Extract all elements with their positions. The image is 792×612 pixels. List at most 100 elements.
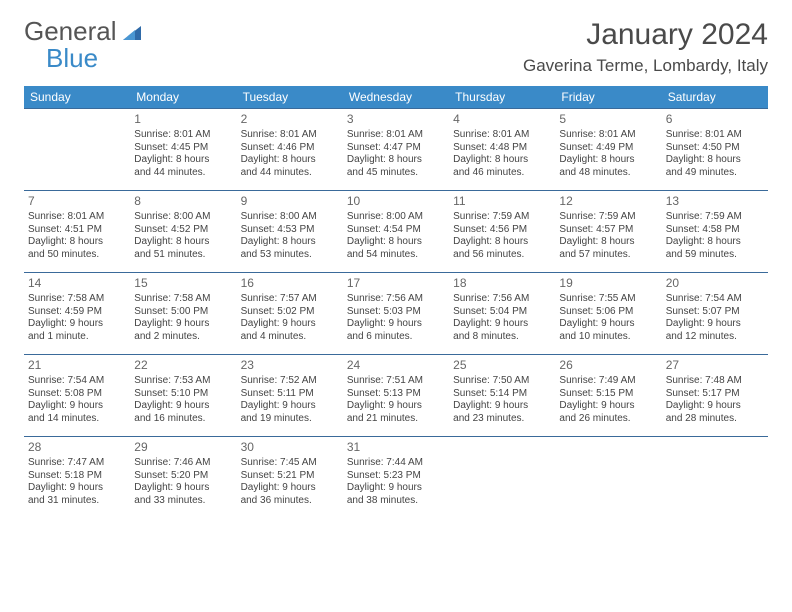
day-number: 17: [347, 276, 445, 291]
location: Gaverina Terme, Lombardy, Italy: [523, 56, 768, 76]
daylight-line2: and 44 minutes.: [134, 167, 232, 180]
sunset-text: Sunset: 4:50 PM: [666, 142, 764, 155]
header: General Blue January 2024 Gaverina Terme…: [24, 18, 768, 76]
sunset-text: Sunset: 5:18 PM: [28, 470, 126, 483]
daylight-line1: Daylight: 8 hours: [134, 236, 232, 249]
day-number: 10: [347, 194, 445, 209]
calendar-cell: 8Sunrise: 8:00 AMSunset: 4:52 PMDaylight…: [130, 190, 236, 272]
daylight-line2: and 19 minutes.: [241, 413, 339, 426]
sunrise-text: Sunrise: 7:53 AM: [134, 375, 232, 388]
daylight-line1: Daylight: 9 hours: [28, 400, 126, 413]
daylight-line1: Daylight: 9 hours: [666, 400, 764, 413]
daylight-line2: and 21 minutes.: [347, 413, 445, 426]
calendar-cell: 3Sunrise: 8:01 AMSunset: 4:47 PMDaylight…: [343, 108, 449, 190]
sunset-text: Sunset: 4:53 PM: [241, 224, 339, 237]
sunrise-text: Sunrise: 8:01 AM: [28, 211, 126, 224]
sunrise-text: Sunrise: 8:00 AM: [241, 211, 339, 224]
daylight-line2: and 44 minutes.: [241, 167, 339, 180]
daylight-line2: and 1 minute.: [28, 331, 126, 344]
day-number: 22: [134, 358, 232, 373]
sunrise-text: Sunrise: 7:52 AM: [241, 375, 339, 388]
calendar-cell: 13Sunrise: 7:59 AMSunset: 4:58 PMDayligh…: [662, 190, 768, 272]
daylight-line1: Daylight: 9 hours: [134, 318, 232, 331]
day-number: 27: [666, 358, 764, 373]
calendar-cell: 27Sunrise: 7:48 AMSunset: 5:17 PMDayligh…: [662, 354, 768, 436]
sunrise-text: Sunrise: 8:00 AM: [347, 211, 445, 224]
sunrise-text: Sunrise: 7:44 AM: [347, 457, 445, 470]
daylight-line1: Daylight: 8 hours: [241, 236, 339, 249]
calendar-cell: 23Sunrise: 7:52 AMSunset: 5:11 PMDayligh…: [237, 354, 343, 436]
calendar-cell-empty: [555, 436, 661, 518]
day-number: 11: [453, 194, 551, 209]
sunrise-text: Sunrise: 7:57 AM: [241, 293, 339, 306]
title-block: January 2024 Gaverina Terme, Lombardy, I…: [523, 18, 768, 76]
daylight-line1: Daylight: 9 hours: [134, 482, 232, 495]
daylight-line2: and 57 minutes.: [559, 249, 657, 262]
sunrise-text: Sunrise: 7:50 AM: [453, 375, 551, 388]
sunset-text: Sunset: 5:02 PM: [241, 306, 339, 319]
calendar-cell: 5Sunrise: 8:01 AMSunset: 4:49 PMDaylight…: [555, 108, 661, 190]
day-number: 21: [28, 358, 126, 373]
daylight-line1: Daylight: 8 hours: [453, 154, 551, 167]
day-header: Monday: [130, 86, 236, 108]
daylight-line1: Daylight: 9 hours: [559, 318, 657, 331]
day-number: 31: [347, 440, 445, 455]
day-header: Wednesday: [343, 86, 449, 108]
sunrise-text: Sunrise: 8:01 AM: [559, 129, 657, 142]
daylight-line1: Daylight: 9 hours: [241, 318, 339, 331]
daylight-line2: and 56 minutes.: [453, 249, 551, 262]
calendar-cell: 4Sunrise: 8:01 AMSunset: 4:48 PMDaylight…: [449, 108, 555, 190]
sunset-text: Sunset: 4:46 PM: [241, 142, 339, 155]
daylight-line1: Daylight: 8 hours: [28, 236, 126, 249]
sunrise-text: Sunrise: 8:01 AM: [134, 129, 232, 142]
day-header: Saturday: [662, 86, 768, 108]
daylight-line2: and 10 minutes.: [559, 331, 657, 344]
sunset-text: Sunset: 5:15 PM: [559, 388, 657, 401]
calendar-cell: 2Sunrise: 8:01 AMSunset: 4:46 PMDaylight…: [237, 108, 343, 190]
sunrise-text: Sunrise: 7:59 AM: [559, 211, 657, 224]
calendar-cell: 28Sunrise: 7:47 AMSunset: 5:18 PMDayligh…: [24, 436, 130, 518]
calendar-cell: 31Sunrise: 7:44 AMSunset: 5:23 PMDayligh…: [343, 436, 449, 518]
logo: General Blue: [24, 18, 141, 72]
day-number: 8: [134, 194, 232, 209]
daylight-line2: and 8 minutes.: [453, 331, 551, 344]
daylight-line2: and 49 minutes.: [666, 167, 764, 180]
daylight-line2: and 4 minutes.: [241, 331, 339, 344]
calendar-cell: 25Sunrise: 7:50 AMSunset: 5:14 PMDayligh…: [449, 354, 555, 436]
calendar-cell-empty: [24, 108, 130, 190]
day-number: 28: [28, 440, 126, 455]
daylight-line1: Daylight: 9 hours: [134, 400, 232, 413]
daylight-line2: and 50 minutes.: [28, 249, 126, 262]
month-title: January 2024: [523, 18, 768, 52]
daylight-line1: Daylight: 8 hours: [559, 154, 657, 167]
sunset-text: Sunset: 4:56 PM: [453, 224, 551, 237]
daylight-line2: and 6 minutes.: [347, 331, 445, 344]
sunset-text: Sunset: 5:20 PM: [134, 470, 232, 483]
sunrise-text: Sunrise: 7:55 AM: [559, 293, 657, 306]
calendar-cell: 18Sunrise: 7:56 AMSunset: 5:04 PMDayligh…: [449, 272, 555, 354]
daylight-line1: Daylight: 9 hours: [241, 482, 339, 495]
calendar-cell: 22Sunrise: 7:53 AMSunset: 5:10 PMDayligh…: [130, 354, 236, 436]
sunrise-text: Sunrise: 7:46 AM: [134, 457, 232, 470]
sunset-text: Sunset: 5:11 PM: [241, 388, 339, 401]
day-number: 13: [666, 194, 764, 209]
daylight-line1: Daylight: 8 hours: [559, 236, 657, 249]
daylight-line1: Daylight: 8 hours: [666, 236, 764, 249]
daylight-line1: Daylight: 8 hours: [241, 154, 339, 167]
day-header: Tuesday: [237, 86, 343, 108]
sunrise-text: Sunrise: 7:56 AM: [453, 293, 551, 306]
day-number: 19: [559, 276, 657, 291]
day-number: 1: [134, 112, 232, 127]
day-number: 5: [559, 112, 657, 127]
sunset-text: Sunset: 4:45 PM: [134, 142, 232, 155]
daylight-line2: and 2 minutes.: [134, 331, 232, 344]
sunrise-text: Sunrise: 7:51 AM: [347, 375, 445, 388]
day-number: 6: [666, 112, 764, 127]
sunset-text: Sunset: 4:48 PM: [453, 142, 551, 155]
daylight-line1: Daylight: 8 hours: [134, 154, 232, 167]
sunset-text: Sunset: 5:06 PM: [559, 306, 657, 319]
daylight-line2: and 26 minutes.: [559, 413, 657, 426]
daylight-line2: and 48 minutes.: [559, 167, 657, 180]
calendar-cell-empty: [449, 436, 555, 518]
daylight-line1: Daylight: 9 hours: [666, 318, 764, 331]
